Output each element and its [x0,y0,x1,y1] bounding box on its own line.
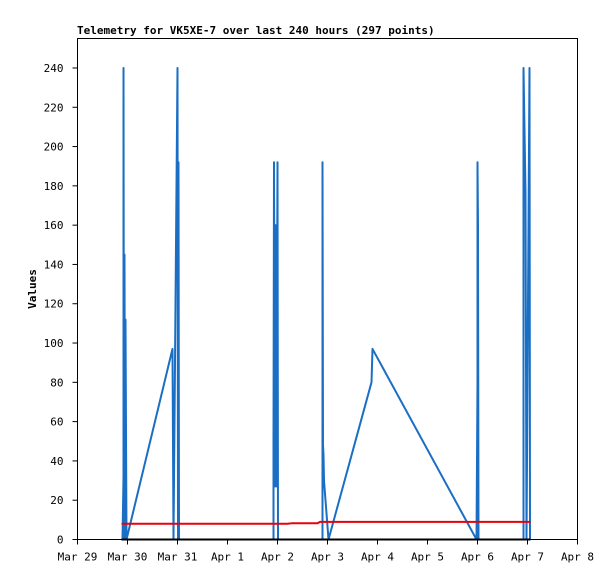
y-tick-label: 40 [50,455,63,468]
x-tick-label: Apr 5 [411,551,444,564]
x-tick-label: Apr 2 [261,551,294,564]
y-tick-label: 100 [44,337,64,350]
x-tick-label: Mar 31 [158,551,198,564]
y-tick-label: 160 [44,219,64,232]
y-axis-label: Values [26,269,39,309]
chart-title: Telemetry for VK5XE-7 over last 240 hour… [77,24,435,37]
y-tick-label: 180 [44,180,64,193]
y-tick-label: 240 [44,62,64,75]
x-tick-label: Apr 4 [361,551,394,564]
x-tick-label: Apr 8 [561,551,594,564]
x-tick-label: Mar 30 [108,551,148,564]
y-tick-label: 120 [44,298,64,311]
x-tick-label: Apr 3 [311,551,344,564]
x-tick-label: Apr 6 [461,551,494,564]
y-tick-label: 0 [57,534,64,547]
x-tick-label: Apr 1 [211,551,244,564]
y-tick-label: 60 [50,416,63,429]
series-line [121,66,531,541]
y-tick-label: 20 [50,494,63,507]
series-line [121,520,531,525]
y-tick-label: 80 [50,376,63,389]
x-tick-label: Apr 7 [511,551,544,564]
y-tick-label: 140 [44,258,64,271]
y-tick-label: 200 [44,141,64,154]
x-tick-label: Mar 29 [58,551,98,564]
y-tick-label: 220 [44,101,64,114]
